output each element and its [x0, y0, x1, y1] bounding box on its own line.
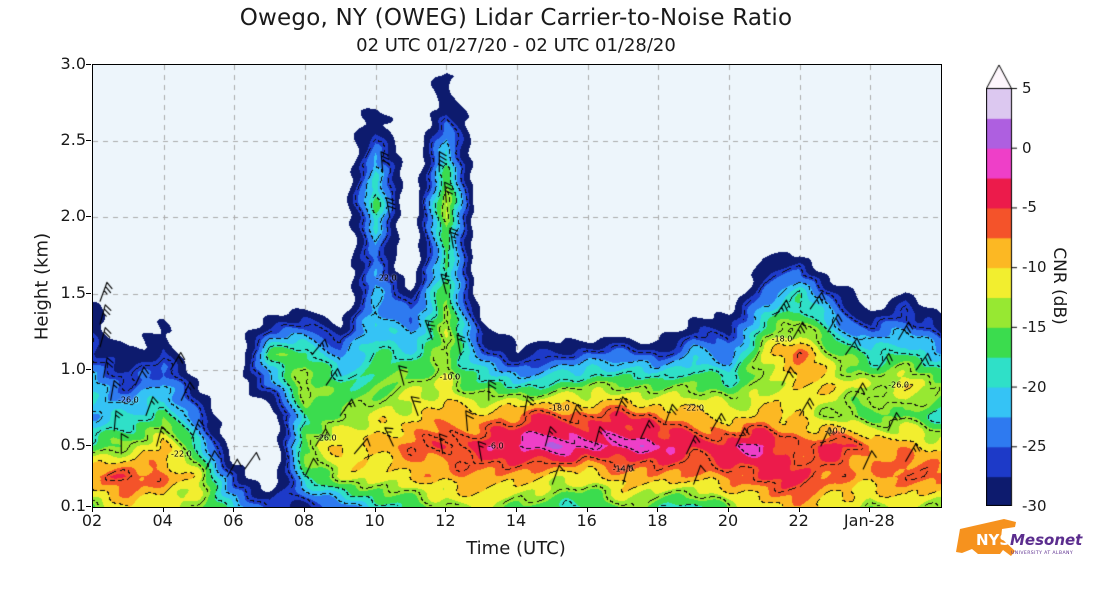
ny-state-shape-icon: [956, 519, 1016, 556]
logo-org-text: NYS: [976, 531, 1010, 549]
y-tick-mark: [86, 64, 91, 65]
colorbar-tick-label: -5: [1022, 198, 1037, 217]
x-tick-mark: [728, 507, 729, 512]
colorbar-tick-label: 5: [1022, 79, 1032, 97]
y-tick-mark: [86, 445, 91, 447]
x-axis-label: Time (UTC): [466, 538, 566, 559]
chart-subtitle: 02 UTC 01/27/20 - 02 UTC 01/28/20: [356, 35, 676, 56]
x-tick-label: 16: [576, 511, 597, 530]
x-tick-label: 18: [647, 511, 668, 530]
y-tick-mark: [86, 506, 91, 507]
colorbar-tick-label: -10: [1022, 258, 1047, 277]
colorbar-label: CNR (dB): [1049, 247, 1069, 325]
x-tick-mark: [445, 507, 447, 512]
colorbar-tick-label: -20: [1022, 377, 1047, 396]
x-tick-mark: [657, 507, 659, 512]
plot-area: -26.0 -22.0 -26.0 -22.0 -10.0 -6.0 -18.0 -14.0-…: [92, 64, 942, 508]
x-tick-mark: [92, 507, 93, 512]
y-tick-mark: [86, 140, 91, 142]
x-tick-mark: [516, 507, 517, 512]
heatmap-canvas: [93, 65, 941, 507]
colorbar-tick-label: -30: [1022, 497, 1047, 515]
x-tick-mark: [869, 507, 871, 512]
x-tick-mark: [304, 507, 305, 512]
y-tick-label: 2.0: [60, 206, 86, 226]
y-tick-label: 0.5: [60, 435, 86, 455]
y-tick-label: 3.0: [60, 54, 86, 73]
x-tick-mark: [586, 507, 588, 512]
y-tick-label: 1.5: [60, 282, 86, 302]
x-tick-label: 12: [435, 511, 456, 530]
nys-mesonet-logo: NYS Mesonet UNIVERSITY AT ALBANY: [956, 519, 1083, 556]
logo-tagline-text: UNIVERSITY AT ALBANY: [1011, 550, 1073, 556]
x-tick-label: 10: [364, 511, 385, 530]
y-tick-label: 1.0: [60, 358, 86, 378]
colorbar: [986, 64, 1020, 510]
y-tick-mark: [86, 216, 91, 218]
logo-name-text: Mesonet: [1010, 531, 1083, 549]
x-tick-label: 04: [152, 511, 173, 530]
colorbar-tick-label: -25: [1022, 437, 1047, 456]
y-tick-mark: [86, 292, 91, 294]
x-tick-mark: [162, 507, 164, 512]
colorbar-tick-label: 0: [1022, 138, 1032, 157]
y-tick-label: 2.5: [60, 130, 86, 150]
x-tick-label: 22: [788, 511, 809, 530]
x-tick-label: 08: [293, 511, 315, 530]
x-tick-mark: [798, 507, 800, 512]
x-tick-mark: [374, 507, 376, 512]
y-tick-mark: [86, 368, 91, 370]
x-tick-label: 14: [505, 511, 527, 530]
colorbar-tick-label: -15: [1022, 317, 1047, 336]
colorbar-canvas: [986, 64, 1020, 506]
x-tick-label: 02: [81, 511, 103, 530]
chart-title: Owego, NY (OWEG) Lidar Carrier-to-Noise …: [239, 5, 793, 31]
x-tick-label: Jan-28: [843, 511, 895, 530]
x-tick-mark: [233, 507, 235, 512]
x-tick-label: 20: [717, 511, 739, 530]
x-tick-label: 06: [223, 511, 244, 530]
y-tick-label: 0.1: [60, 496, 86, 515]
